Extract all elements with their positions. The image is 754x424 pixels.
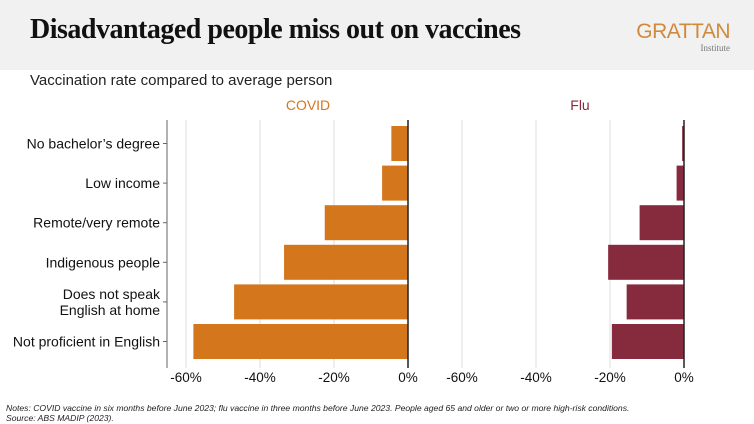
bar-flu <box>676 165 684 201</box>
panel-title-flu: Flu <box>570 97 589 113</box>
x-tick-label: -20% <box>594 370 626 385</box>
logo-subtext: Institute <box>700 43 731 53</box>
category-label-line: Remote/very remote <box>33 215 160 231</box>
bar-flu <box>611 324 684 359</box>
chart-notes: Notes: COVID vaccine in six months befor… <box>6 403 629 423</box>
category-label-line: Does not speak <box>63 286 161 302</box>
x-tick-label: -60% <box>446 370 478 385</box>
bar-covid <box>234 284 408 320</box>
bar-flu <box>639 205 684 241</box>
x-tick-label: -60% <box>170 370 202 385</box>
x-tick-label: -20% <box>318 370 350 385</box>
category-label: Does not speak English at home <box>60 286 161 318</box>
x-tick-label: 0% <box>398 370 418 385</box>
category-label-line: Not proficient in English <box>13 334 160 350</box>
bar-covid <box>193 324 408 359</box>
category-label: No bachelor’s degree <box>27 136 161 152</box>
source-text: Source: ABS MADIP (2023). <box>6 413 114 423</box>
bar-covid <box>284 244 408 280</box>
category-label: Not proficient in English <box>13 334 160 350</box>
x-tick-label: -40% <box>520 370 552 385</box>
bar-covid <box>382 165 408 201</box>
panel-title-covid: COVID <box>286 97 330 113</box>
x-tick-label: 0% <box>674 370 694 385</box>
bar-flu <box>682 126 684 161</box>
bar-flu <box>626 284 684 320</box>
bar-covid <box>391 126 408 161</box>
category-label: Indigenous people <box>46 254 161 270</box>
header-band: Disadvantaged people miss out on vaccine… <box>0 0 754 70</box>
bar-flu <box>608 244 684 280</box>
category-label: Low income <box>85 175 160 191</box>
logo-wordmark: GRATTAN <box>636 20 730 43</box>
chart-subtitle: Vaccination rate compared to average per… <box>30 72 333 89</box>
notes-text: Notes: COVID vaccine in six months befor… <box>6 403 630 413</box>
x-tick-label: -40% <box>244 370 276 385</box>
chart-title: Disadvantaged people miss out on vaccine… <box>30 14 521 45</box>
category-label: Remote/very remote <box>33 215 160 231</box>
category-label-line: No bachelor’s degree <box>27 136 161 152</box>
grattan-logo: GRATTAN Institute <box>636 20 731 53</box>
category-label-line: Low income <box>85 175 160 191</box>
category-label-line: English at home <box>60 302 161 318</box>
bar-covid <box>324 205 408 241</box>
category-label-line: Indigenous people <box>46 254 161 270</box>
